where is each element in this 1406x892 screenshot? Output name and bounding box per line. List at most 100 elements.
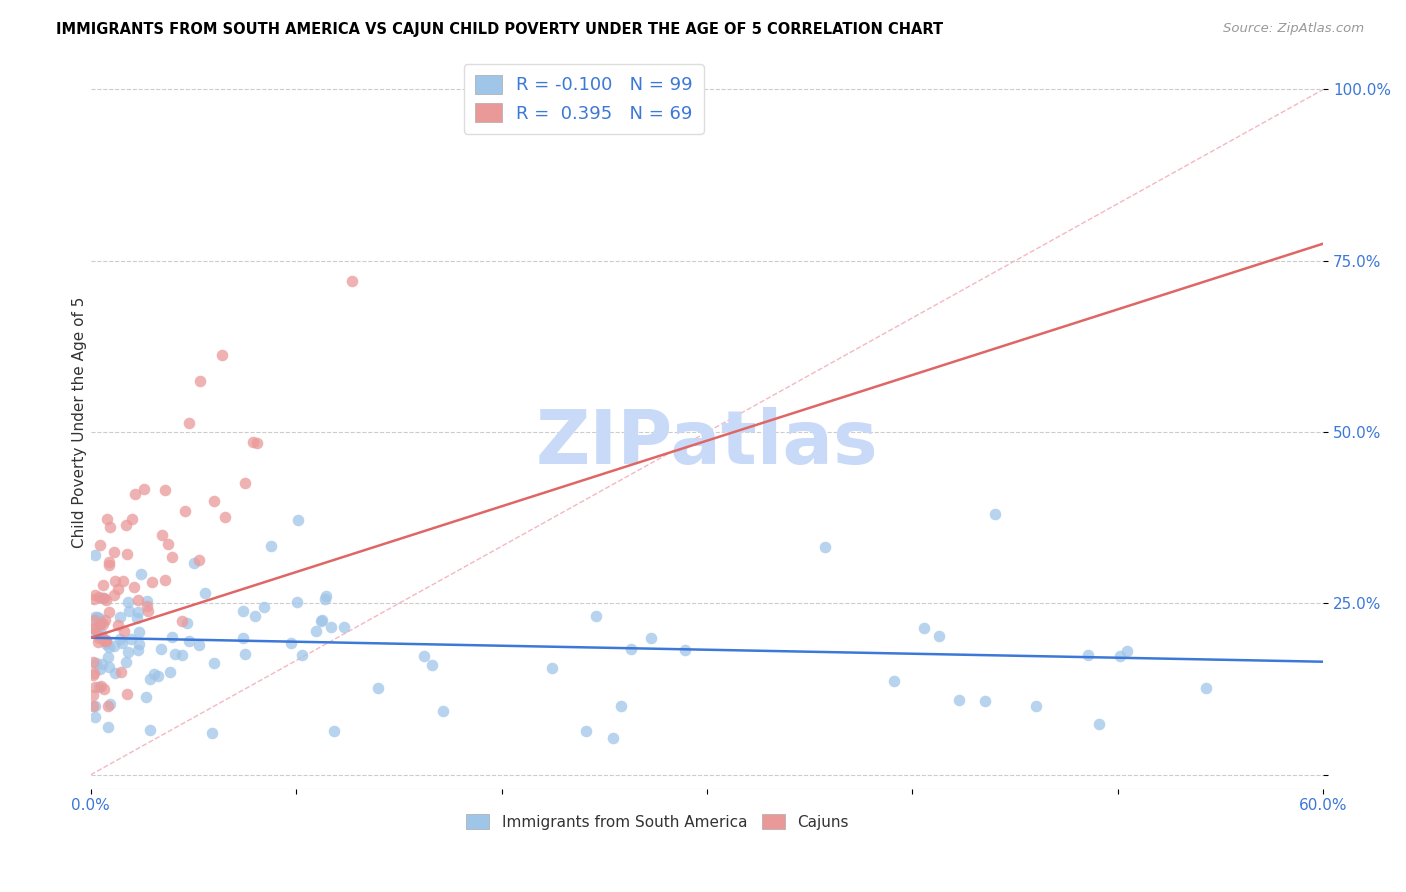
Point — [136, 604, 159, 618]
Point — [211, 348, 233, 362]
Point — [319, 620, 342, 634]
Point — [91, 630, 114, 644]
Point — [640, 631, 662, 645]
Point — [149, 641, 172, 656]
Point — [98, 558, 121, 573]
Point — [177, 416, 200, 430]
Point — [232, 632, 254, 646]
Point — [243, 609, 266, 624]
Point — [232, 604, 254, 618]
Point — [132, 482, 155, 496]
Point — [585, 609, 607, 624]
Point — [103, 545, 125, 559]
Point — [94, 634, 117, 648]
Point — [541, 660, 564, 674]
Point — [91, 591, 114, 605]
Point — [235, 476, 257, 491]
Point — [90, 679, 112, 693]
Point — [83, 588, 105, 602]
Point — [98, 555, 121, 569]
Point — [98, 698, 121, 712]
Point — [115, 547, 138, 561]
Point — [610, 698, 633, 713]
Point — [87, 590, 110, 604]
Point — [97, 699, 120, 714]
Point — [309, 615, 332, 629]
Point — [94, 637, 117, 651]
Point — [83, 710, 105, 724]
Point — [129, 566, 152, 581]
Point — [82, 689, 104, 703]
Point — [620, 641, 643, 656]
Point — [94, 613, 117, 627]
Point — [214, 509, 236, 524]
Point — [128, 637, 150, 651]
Point — [89, 538, 111, 552]
Point — [1116, 644, 1139, 658]
Point — [332, 620, 354, 634]
Point — [114, 655, 136, 669]
Point — [83, 625, 105, 640]
Point — [90, 615, 112, 629]
Point — [93, 578, 115, 592]
Point — [87, 627, 110, 641]
Y-axis label: Child Poverty Under the Age of 5: Child Poverty Under the Age of 5 — [72, 296, 87, 548]
Point — [311, 613, 333, 627]
Legend: Immigrants from South America, Cajuns: Immigrants from South America, Cajuns — [460, 807, 855, 836]
Point — [91, 657, 114, 671]
Point — [89, 611, 111, 625]
Text: Source: ZipAtlas.com: Source: ZipAtlas.com — [1223, 22, 1364, 36]
Point — [153, 573, 176, 587]
Point — [602, 731, 624, 745]
Point — [111, 636, 134, 650]
Point — [183, 556, 205, 570]
Point — [200, 726, 222, 740]
Point — [173, 504, 195, 518]
Point — [259, 539, 281, 553]
Point — [883, 674, 905, 689]
Point — [1025, 698, 1047, 713]
Point — [89, 680, 111, 694]
Point — [83, 591, 105, 606]
Point — [172, 648, 194, 662]
Point — [165, 647, 187, 661]
Point — [432, 704, 454, 718]
Point — [291, 648, 314, 663]
Point — [142, 667, 165, 681]
Point — [367, 681, 389, 695]
Point — [83, 665, 105, 680]
Point — [233, 647, 256, 661]
Point — [148, 669, 170, 683]
Point — [179, 633, 201, 648]
Point — [170, 614, 193, 628]
Point — [314, 592, 336, 607]
Point — [125, 611, 148, 625]
Point — [83, 548, 105, 562]
Point — [315, 589, 337, 603]
Point — [90, 616, 112, 631]
Point — [187, 553, 209, 567]
Point — [117, 595, 139, 609]
Point — [103, 639, 125, 653]
Point — [136, 594, 159, 608]
Point — [118, 603, 141, 617]
Point — [202, 494, 225, 508]
Point — [86, 610, 108, 624]
Point — [160, 630, 183, 644]
Point — [96, 633, 118, 648]
Point — [84, 656, 107, 670]
Point — [948, 692, 970, 706]
Text: IMMIGRANTS FROM SOUTH AMERICA VS CAJUN CHILD POVERTY UNDER THE AGE OF 5 CORRELAT: IMMIGRANTS FROM SOUTH AMERICA VS CAJUN C… — [56, 22, 943, 37]
Point — [304, 624, 326, 638]
Point — [117, 645, 139, 659]
Point — [97, 720, 120, 734]
Point — [100, 519, 122, 533]
Point — [97, 649, 120, 664]
Point — [194, 586, 217, 600]
Point — [104, 574, 127, 588]
Point — [115, 518, 138, 533]
Point — [122, 580, 145, 594]
Point — [83, 613, 105, 627]
Point — [253, 599, 276, 614]
Point — [104, 666, 127, 681]
